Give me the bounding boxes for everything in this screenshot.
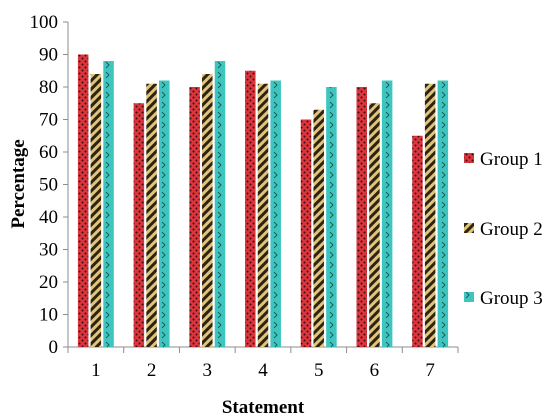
- y-tick-label: 60: [39, 142, 58, 163]
- bar-group-3-statement-6: [381, 80, 393, 347]
- legend-label: Group 1: [480, 149, 543, 170]
- x-ticks: 1 2 3 4 5 6 7: [67, 347, 459, 381]
- bar-group-2-statement-6: [369, 103, 380, 347]
- bar-group-2-statement-2: [146, 83, 157, 347]
- bar-group-1-statement-4: [245, 70, 256, 347]
- legend: Group 1 Group 2 Group 3: [464, 149, 543, 309]
- y-tick-label: 30: [39, 240, 58, 261]
- y-axis-title: Percentage: [8, 139, 29, 228]
- bar-group-3-statement-3: [214, 61, 226, 347]
- y-tick-label: 90: [39, 45, 58, 66]
- y-tick-label: 80: [39, 77, 58, 98]
- bar-group-2-statement-7: [424, 83, 436, 347]
- bar-group-2-statement-1: [90, 74, 102, 347]
- x-tick-label: 3: [203, 360, 213, 381]
- bar-group-3-statement-7: [437, 80, 449, 347]
- x-tick-label: 4: [258, 360, 268, 381]
- bar-group-1-statement-1: [77, 54, 89, 347]
- bar-group-1-statement-3: [189, 87, 200, 347]
- legend-swatch: [464, 223, 474, 233]
- bar-group-1-statement-2: [133, 103, 145, 347]
- y-tick-label: 70: [39, 110, 58, 131]
- bar-group-1-statement-5: [300, 119, 312, 347]
- bar-group-1-statement-6: [356, 87, 367, 347]
- x-tick-label: 5: [314, 360, 324, 381]
- bars: [77, 54, 449, 347]
- bar-group-2-statement-5: [313, 109, 324, 347]
- x-axis-title: Statement: [222, 397, 305, 418]
- x-tick-label: 1: [91, 360, 101, 381]
- y-tick-label: 20: [39, 272, 58, 293]
- y-tick-label: 100: [30, 12, 59, 33]
- bar-group-2-statement-4: [257, 83, 269, 347]
- legend-swatch: [464, 292, 474, 302]
- y-tick-label: 0: [49, 337, 59, 358]
- x-tick-label: 6: [370, 360, 380, 381]
- bar-group-3-statement-5: [326, 87, 337, 347]
- y-ticks: 0 10 20 30 40 50 60 70 80 90 100: [30, 12, 68, 358]
- legend-label: Group 3: [480, 288, 543, 309]
- y-tick-label: 10: [39, 305, 58, 326]
- bar-group-3-statement-1: [103, 61, 114, 347]
- x-tick-label: 2: [147, 360, 157, 381]
- bar-group-3-statement-4: [270, 80, 281, 347]
- bar-group-1-statement-7: [412, 135, 423, 347]
- bar-group-3-statement-2: [159, 80, 170, 347]
- bar-group-2-statement-3: [202, 74, 213, 347]
- y-tick-label: 40: [39, 207, 58, 228]
- legend-swatch: [464, 153, 474, 163]
- x-tick-label: 7: [425, 360, 435, 381]
- legend-label: Group 2: [480, 219, 543, 240]
- y-tick-label: 50: [39, 175, 58, 196]
